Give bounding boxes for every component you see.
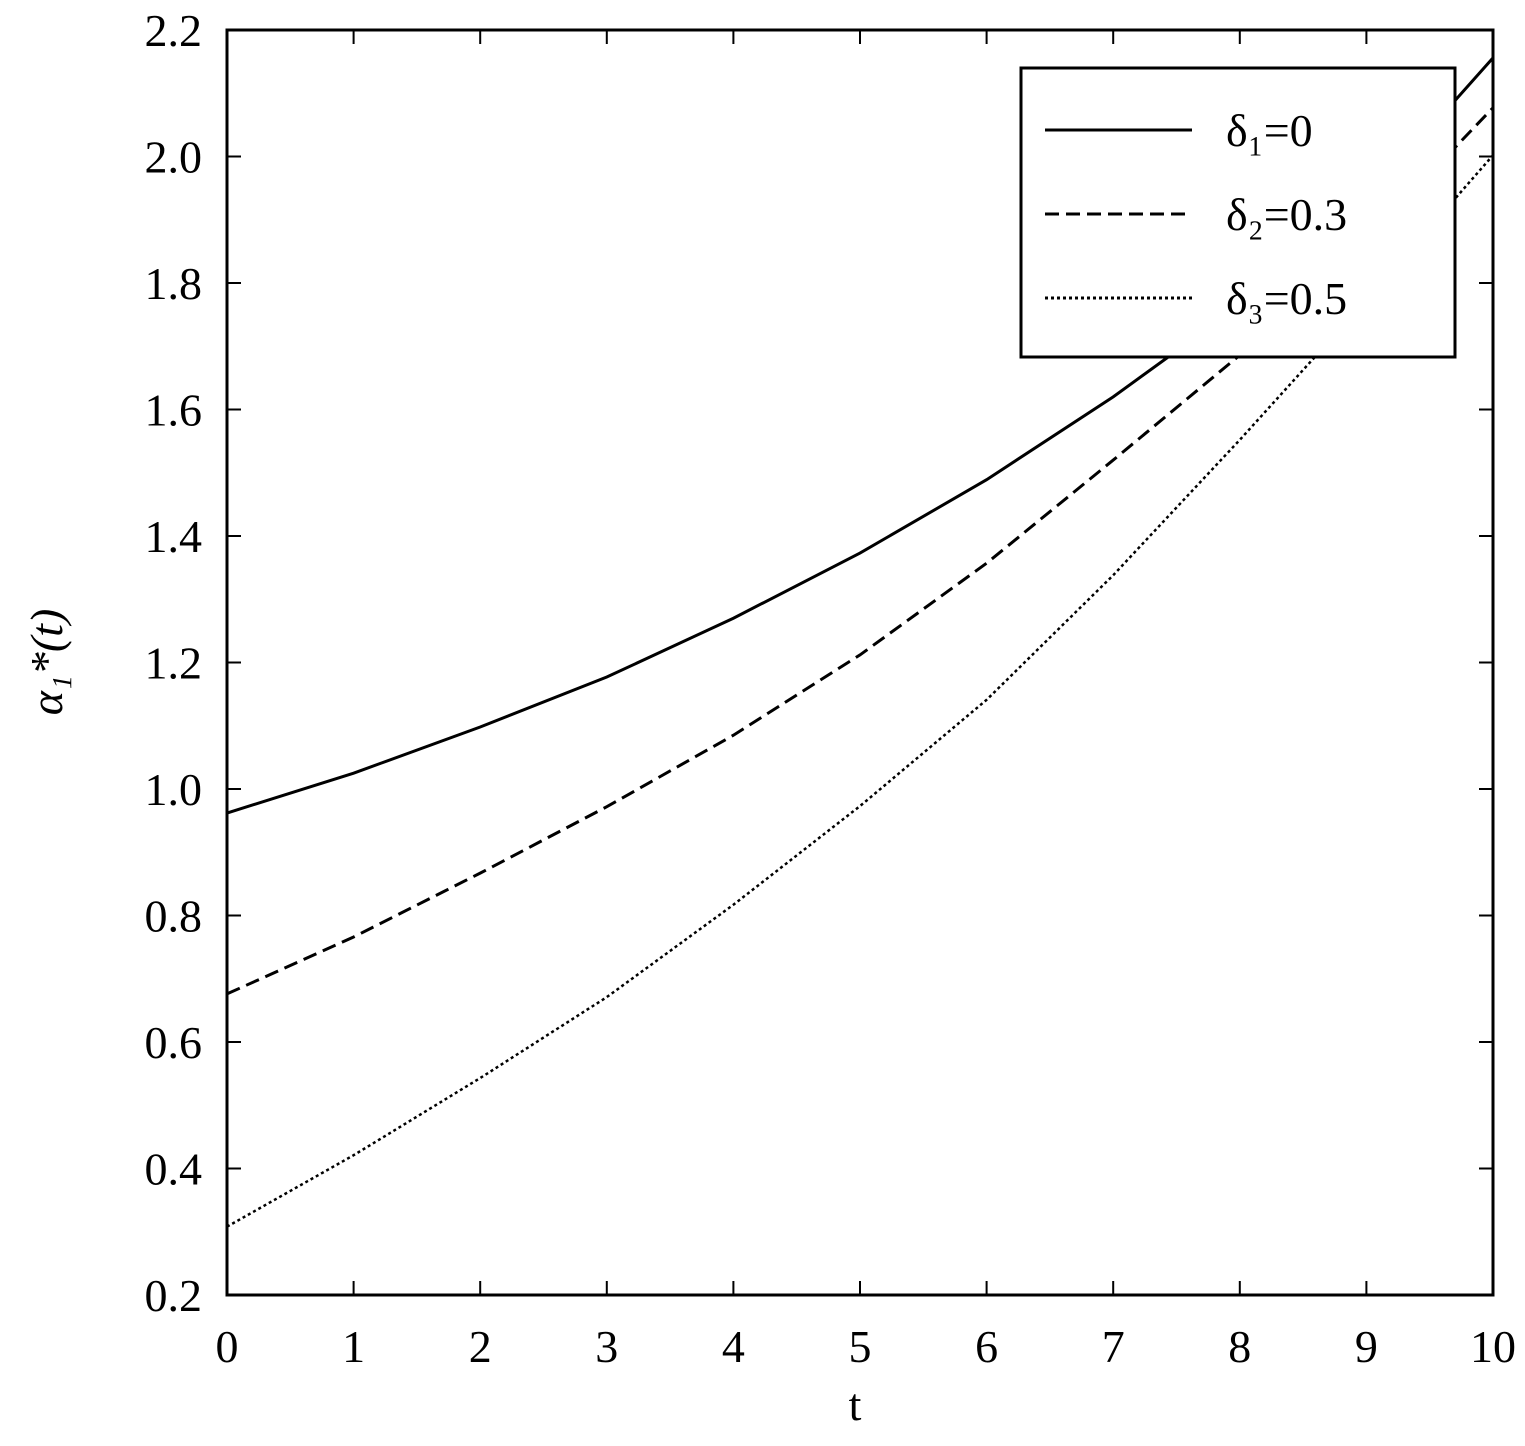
y-axis-label: α₁*(t)	[21, 609, 72, 716]
y-tick-label: 1.2	[145, 638, 203, 689]
legend-label: δ₂=0.3	[1226, 189, 1347, 240]
x-tick-label: 5	[849, 1321, 872, 1372]
x-tick-label: 2	[469, 1321, 492, 1372]
y-tick-label: 0.6	[145, 1017, 203, 1068]
y-tick-label: 0.8	[145, 891, 203, 942]
y-tick-label: 2.2	[145, 5, 203, 56]
x-tick-label: 7	[1102, 1321, 1125, 1372]
y-tick-label: 1.0	[145, 764, 203, 815]
x-tick-label: 3	[595, 1321, 618, 1372]
y-tick-label: 2.0	[145, 132, 203, 183]
y-tick-label: 1.8	[145, 258, 203, 309]
legend-label: δ₁=0	[1226, 105, 1313, 156]
x-tick-label: 10	[1470, 1321, 1516, 1372]
y-tick-label: 1.4	[145, 511, 203, 562]
x-tick-label: 4	[722, 1321, 745, 1372]
x-tick-label: 8	[1228, 1321, 1251, 1372]
y-tick-label: 1.6	[145, 385, 203, 436]
x-tick-label: 1	[342, 1321, 365, 1372]
x-tick-label: 0	[216, 1321, 239, 1372]
data-line	[226, 106, 1495, 996]
x-tick-label: 6	[975, 1321, 998, 1372]
data-line	[226, 154, 1494, 1228]
legend-label: δ₃=0.5	[1226, 273, 1347, 324]
x-axis-label: t	[849, 1379, 862, 1430]
x-tick-label: 9	[1355, 1321, 1378, 1372]
y-tick-label: 0.4	[145, 1144, 203, 1195]
plot-frame	[225, 28, 1495, 1297]
y-tick-label: 0.2	[145, 1270, 203, 1321]
